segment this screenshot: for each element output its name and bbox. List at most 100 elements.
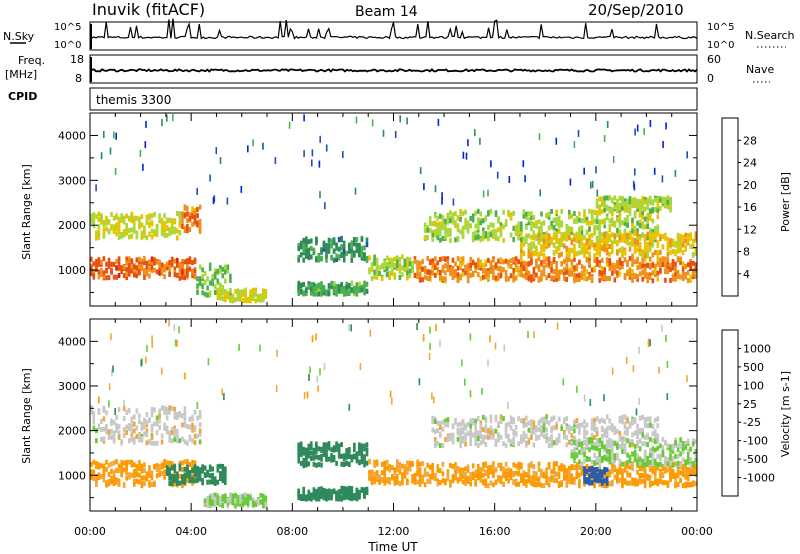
power-cell: [216, 292, 220, 298]
power-cell: [525, 211, 528, 217]
velocity-cell: [504, 422, 508, 428]
power-cell: [611, 240, 614, 246]
power-cell: [616, 217, 619, 223]
power-cell: [173, 218, 177, 224]
velocity-cell: [393, 480, 397, 486]
power-cell: [492, 264, 495, 270]
velocity-cell: [206, 469, 209, 475]
power-cell: [681, 242, 685, 248]
velocity-cell: [484, 478, 488, 484]
velocity-cell: [542, 418, 546, 424]
power-cell: [547, 225, 551, 231]
power-cell: [618, 217, 622, 223]
velocity-cell: [418, 461, 422, 467]
power-cell: [186, 268, 189, 273]
velocity-cell: [229, 492, 232, 498]
power-cell: [636, 220, 639, 226]
power-cell: [385, 266, 389, 272]
power-cell: [320, 289, 323, 295]
velocity-cell: [350, 495, 354, 500]
power-cell: [499, 229, 503, 235]
power-cell: [396, 259, 399, 265]
power-cell: [335, 291, 338, 297]
power-cell: [492, 257, 495, 263]
power-cell: [117, 256, 121, 262]
velocity-cell: [479, 428, 483, 434]
velocity-cell: [208, 495, 212, 501]
power-cell: [355, 286, 359, 292]
power-cell: [345, 291, 348, 297]
power-cell: [145, 220, 149, 226]
power-cell: [646, 242, 649, 247]
velocity-cell: [196, 469, 199, 474]
velocity-cell: [631, 442, 634, 448]
power-cell: [434, 232, 437, 238]
velocity-cell: [219, 463, 222, 469]
velocity-cell: [327, 441, 331, 447]
power-cell: [568, 235, 571, 241]
power-cell: [598, 237, 601, 243]
power-cell: [560, 261, 563, 267]
velocity-cell: [181, 436, 184, 442]
power-cell: [593, 242, 596, 248]
velocity-cell: [330, 455, 333, 461]
power-cell: [317, 253, 321, 259]
velocity-cell: [183, 459, 187, 465]
power-cell: [588, 253, 591, 259]
velocity-cell: [469, 481, 472, 487]
power-cell: [550, 239, 553, 245]
velocity-cell: [605, 439, 609, 445]
velocity-cell: [638, 446, 642, 452]
velocity-cell: [545, 419, 548, 425]
velocity-cell: [623, 414, 627, 420]
power-cell: [307, 248, 311, 254]
velocity-cell: [401, 477, 404, 483]
power-cell: [570, 265, 574, 271]
power-cell: [474, 223, 477, 229]
velocity-cell: [631, 461, 634, 467]
power-cell: [444, 224, 447, 230]
power-cell: [621, 264, 624, 270]
velocity-cell: [416, 471, 419, 477]
power-cell: [540, 225, 543, 231]
velocity-cell: [664, 465, 667, 471]
power-cell: [150, 260, 154, 265]
velocity-cell: [598, 457, 601, 463]
power-cell: [365, 288, 369, 294]
power-cell: [176, 235, 179, 241]
power-cell: [456, 237, 460, 243]
power-cell: [315, 291, 318, 297]
velocity-cell: [355, 455, 359, 461]
velocity-cell: [120, 459, 123, 465]
velocity-cell: [623, 421, 627, 427]
velocity-cell: [305, 459, 308, 465]
velocity-cell: [153, 482, 156, 487]
velocity-cell: [130, 423, 134, 429]
power-cell: [517, 259, 520, 265]
velocity-cell: [555, 440, 558, 446]
power-cell: [557, 273, 561, 279]
velocity-cell: [654, 435, 657, 441]
velocity-cell: [315, 449, 318, 454]
power-cell: [234, 289, 237, 294]
power-cell: [542, 234, 546, 240]
power-cell: [449, 218, 452, 224]
power-cell: [163, 274, 166, 280]
power-cell: [494, 235, 498, 241]
velocity-cell: [434, 473, 437, 479]
velocity-cell: [499, 462, 503, 468]
power-cell: [593, 253, 596, 259]
power-cell: [206, 276, 209, 282]
power-cell: [406, 262, 409, 268]
power-cell: [517, 221, 520, 227]
velocity-cell: [613, 458, 617, 464]
velocity-cell: [140, 463, 144, 469]
velocity-cell: [530, 419, 533, 425]
velocity-cell: [444, 418, 447, 424]
power-cell: [654, 226, 657, 232]
velocity-cell: [461, 435, 465, 441]
velocity-cell: [489, 414, 493, 420]
power-cell: [479, 276, 483, 282]
power-sparse-cell: [226, 197, 229, 205]
velocity-cell: [383, 465, 386, 471]
